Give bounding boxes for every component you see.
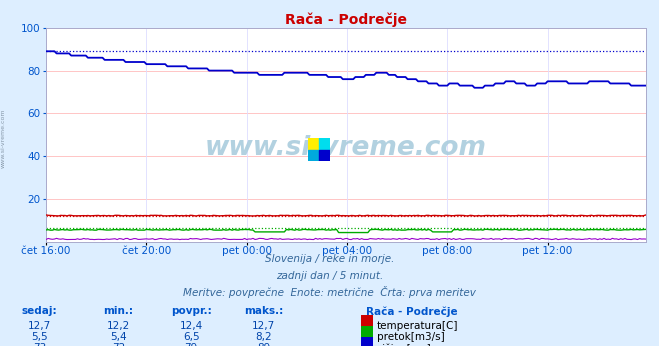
Text: www.si-vreme.com: www.si-vreme.com [1, 109, 6, 168]
Text: 12,7: 12,7 [28, 321, 51, 331]
Text: 89: 89 [257, 343, 270, 346]
Text: maks.:: maks.: [244, 306, 283, 316]
Text: 12,2: 12,2 [107, 321, 130, 331]
Bar [308, 149, 319, 161]
Text: povpr.:: povpr.: [171, 306, 212, 316]
Bar [319, 138, 330, 149]
Text: 73: 73 [33, 343, 46, 346]
Text: 5,5: 5,5 [31, 332, 48, 342]
Text: 5,4: 5,4 [110, 332, 127, 342]
Text: višina[cm]: višina[cm] [377, 343, 432, 346]
Bar [319, 149, 330, 161]
Text: 6,5: 6,5 [183, 332, 200, 342]
Title: Rača - Podrečje: Rača - Podrečje [285, 12, 407, 27]
Text: 12,7: 12,7 [252, 321, 275, 331]
Text: 8,2: 8,2 [255, 332, 272, 342]
Bar [308, 138, 319, 149]
Text: Rača - Podrečje: Rača - Podrečje [366, 306, 457, 317]
Text: sedaj:: sedaj: [22, 306, 57, 316]
Text: pretok[m3/s]: pretok[m3/s] [377, 332, 445, 342]
Text: Meritve: povprečne  Enote: metrične  Črta: prva meritev: Meritve: povprečne Enote: metrične Črta:… [183, 286, 476, 299]
Text: min.:: min.: [103, 306, 134, 316]
Text: 72: 72 [112, 343, 125, 346]
Text: 12,4: 12,4 [179, 321, 203, 331]
Text: Slovenija / reke in morje.: Slovenija / reke in morje. [265, 254, 394, 264]
Text: zadnji dan / 5 minut.: zadnji dan / 5 minut. [276, 271, 383, 281]
Text: 79: 79 [185, 343, 198, 346]
Text: temperatura[C]: temperatura[C] [377, 321, 459, 331]
Text: www.si-vreme.com: www.si-vreme.com [205, 135, 487, 161]
